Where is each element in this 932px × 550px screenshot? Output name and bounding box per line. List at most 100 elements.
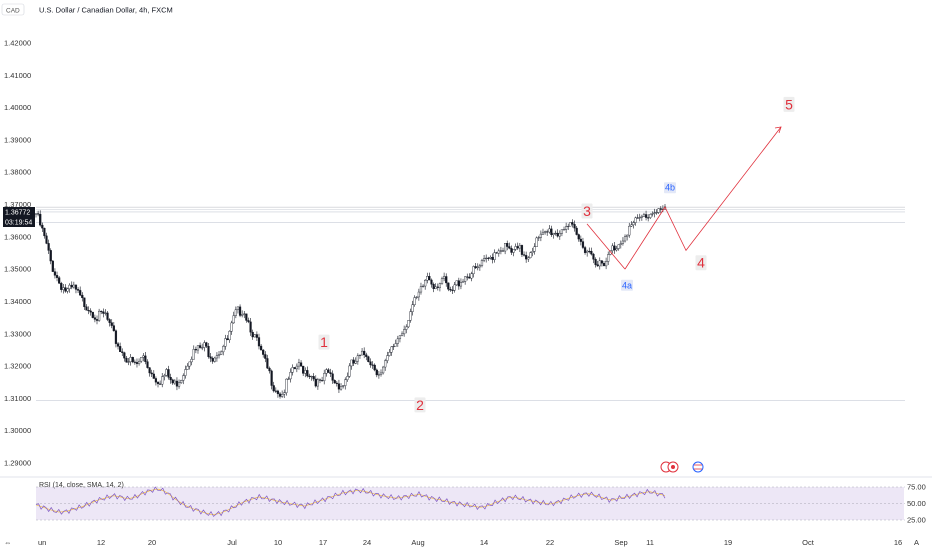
candle-body bbox=[211, 358, 214, 362]
candle-body bbox=[241, 314, 244, 316]
candle-body bbox=[653, 212, 656, 214]
rsi-axis[interactable]: 75.00 50.00 25.00 bbox=[36, 483, 926, 525]
candle-body bbox=[264, 354, 267, 359]
candle-body bbox=[93, 317, 97, 320]
candle-body bbox=[377, 374, 380, 376]
candle-body bbox=[371, 364, 374, 366]
candle-body bbox=[604, 261, 608, 267]
candle-body bbox=[287, 378, 290, 380]
candle-body bbox=[47, 243, 50, 251]
wave-label: 4 bbox=[697, 255, 705, 271]
chart-title: U.S. Dollar / Canadian Dollar, 4h, FXCM bbox=[39, 6, 173, 15]
candle-body bbox=[651, 213, 654, 215]
candle-body bbox=[342, 385, 345, 387]
candle-body bbox=[571, 222, 574, 225]
candle-body bbox=[379, 372, 383, 375]
candle-body bbox=[352, 359, 355, 364]
candle-body bbox=[308, 375, 311, 378]
candle-body bbox=[259, 345, 263, 351]
candle-body bbox=[529, 252, 532, 259]
candle-body bbox=[318, 379, 322, 381]
time-tick-label: 16 bbox=[894, 538, 902, 547]
candle-body bbox=[447, 282, 450, 290]
wave-label: 3 bbox=[583, 203, 591, 219]
candle-body bbox=[268, 367, 271, 372]
time-tick-label: 20 bbox=[148, 538, 156, 547]
candle-body bbox=[598, 260, 601, 267]
candle-body bbox=[74, 284, 78, 290]
candle-body bbox=[543, 231, 547, 233]
time-tick-label: 22 bbox=[546, 538, 554, 547]
candle-body bbox=[165, 369, 168, 376]
candle-body bbox=[325, 369, 328, 374]
rsi-tick-label: 75.00 bbox=[907, 483, 926, 492]
candle-body bbox=[626, 234, 629, 237]
candle-body bbox=[400, 333, 404, 336]
candle-body bbox=[602, 263, 606, 267]
candle-body bbox=[438, 283, 442, 288]
candle-body bbox=[421, 285, 425, 287]
price-tick-label: 1.42000 bbox=[4, 39, 31, 48]
time-tick-label: Oct bbox=[802, 538, 815, 547]
candle-body bbox=[180, 380, 183, 383]
candle-body bbox=[417, 291, 420, 298]
candle-body bbox=[150, 372, 153, 375]
price-tick-label: 1.30000 bbox=[4, 426, 31, 435]
candle-body bbox=[148, 367, 151, 374]
price-tick-label: 1.36000 bbox=[4, 232, 31, 241]
candle-body bbox=[482, 258, 486, 261]
time-axis[interactable]: un 12 20 Jul 10 17 24 Aug 14 22 Sep 11 19 Oct 16 bbox=[38, 538, 902, 547]
axis-swap-icon[interactable]: ⇔ bbox=[4, 538, 12, 547]
candle-body bbox=[226, 338, 229, 341]
candle-body bbox=[146, 361, 149, 368]
candle-body bbox=[281, 394, 284, 397]
candle-body bbox=[278, 393, 282, 397]
candle-body bbox=[194, 349, 197, 351]
auto-scale-button[interactable]: A bbox=[914, 538, 919, 547]
candle-body bbox=[405, 326, 408, 330]
candle-body bbox=[443, 276, 446, 279]
candle-body bbox=[644, 214, 648, 218]
candle-body bbox=[220, 351, 223, 355]
candle-body bbox=[363, 350, 366, 356]
candle-body bbox=[590, 250, 593, 255]
candle-body bbox=[112, 325, 115, 331]
candle-body bbox=[487, 257, 490, 259]
candle-body bbox=[474, 266, 477, 269]
candle-body bbox=[34, 213, 38, 215]
candle-body bbox=[331, 373, 334, 381]
candle-body bbox=[466, 276, 469, 278]
candle-body bbox=[495, 252, 498, 254]
candle-body bbox=[445, 276, 448, 284]
candle-body bbox=[45, 235, 48, 244]
candle-body bbox=[346, 376, 349, 380]
candle-body bbox=[527, 257, 530, 260]
event-icons[interactable] bbox=[660, 461, 704, 473]
candle-body bbox=[266, 358, 269, 369]
candle-body bbox=[177, 382, 181, 387]
candle-body bbox=[203, 342, 206, 348]
candle-body bbox=[510, 248, 513, 253]
candle-body bbox=[95, 319, 99, 321]
price-axis[interactable]: 1.42000 1.41000 1.40000 1.39000 1.38000 1.370… bbox=[4, 39, 31, 468]
candle-body bbox=[255, 334, 258, 338]
candle-body bbox=[472, 266, 475, 274]
candle-body bbox=[369, 361, 372, 366]
candle-body bbox=[274, 390, 277, 392]
wave-label: 4b bbox=[665, 183, 675, 193]
wave-label: 5 bbox=[785, 96, 793, 112]
us-flag-icon[interactable] bbox=[692, 461, 704, 473]
candle-body bbox=[276, 390, 280, 395]
candle-body bbox=[167, 369, 170, 378]
candle-body bbox=[396, 338, 399, 344]
candle-body bbox=[116, 343, 120, 347]
price-tick-label: 1.39000 bbox=[4, 135, 31, 144]
candle-body bbox=[207, 346, 210, 357]
time-tick-label: 19 bbox=[724, 538, 732, 547]
candle-body bbox=[497, 250, 500, 254]
candle-body bbox=[66, 288, 69, 292]
candle-body bbox=[657, 208, 660, 213]
candle-body bbox=[611, 245, 614, 251]
candle-body bbox=[558, 233, 561, 237]
candle-body bbox=[478, 265, 481, 268]
